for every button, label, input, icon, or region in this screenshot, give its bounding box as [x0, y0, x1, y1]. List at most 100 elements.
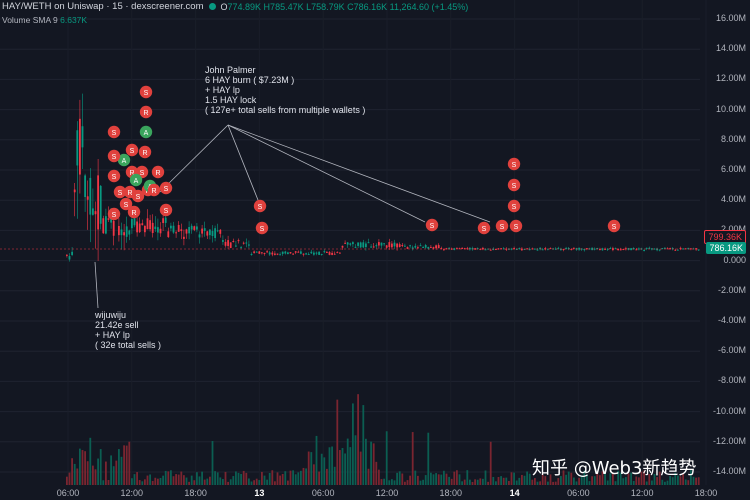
volume-bar	[674, 472, 677, 485]
volume-bar	[310, 452, 313, 485]
sell-marker: S	[425, 218, 439, 232]
candle-body	[263, 253, 266, 255]
candle-body	[697, 249, 700, 251]
volume-bar	[671, 477, 674, 485]
candle-body	[388, 242, 391, 248]
volume-bar	[180, 471, 183, 485]
volume-bar	[344, 453, 346, 485]
marker-letter: S	[112, 174, 117, 181]
marker-circle	[159, 181, 173, 195]
volume-bar	[144, 479, 146, 485]
x-tick-label: 14	[509, 488, 520, 498]
volume-bar	[612, 472, 614, 485]
volume-bar	[292, 470, 294, 485]
candle-body	[190, 225, 193, 230]
volume-bar	[193, 480, 196, 485]
candle-body	[253, 251, 255, 253]
volume-bar	[99, 449, 102, 485]
marker-letter: R	[143, 110, 148, 117]
candle-body	[271, 252, 274, 255]
candle-body	[318, 251, 320, 255]
volume-bar	[523, 475, 526, 485]
volume-bar	[544, 476, 547, 485]
volume-bar	[268, 472, 271, 485]
candle-body	[617, 248, 619, 251]
volume-bar	[539, 481, 541, 485]
y-tick-label: 6.00M	[720, 164, 746, 174]
volume-bar	[513, 472, 515, 485]
x-tick-label: 18:00	[184, 488, 207, 498]
volume-bar	[669, 476, 671, 485]
volume-bar	[302, 467, 305, 485]
candle-body	[383, 243, 385, 245]
candle-body	[515, 248, 518, 250]
candle-body	[216, 230, 219, 232]
candle-body	[424, 245, 427, 248]
candle-body	[606, 248, 609, 250]
candle-body	[94, 211, 97, 215]
volume-bar	[391, 479, 393, 485]
volume-bar	[573, 477, 575, 485]
volume-bar	[287, 480, 289, 485]
marker-letter: S	[164, 186, 169, 193]
trade-markers: SRARSRSASSSSSRRSRSAARRSSSSSSSSSSSS	[107, 85, 621, 235]
volume-bar	[136, 472, 138, 485]
volume-bar	[458, 474, 461, 485]
sell-marker: S	[113, 185, 127, 199]
volume-bar	[630, 472, 632, 485]
candle-body	[123, 232, 125, 236]
price-tag-current: 786.16K	[706, 242, 746, 254]
volume-bar	[658, 471, 661, 485]
candle-body	[419, 245, 422, 247]
candle-body	[443, 249, 445, 251]
candle-body	[619, 249, 622, 251]
candle-body	[261, 252, 263, 254]
candle-body	[76, 130, 79, 166]
marker-circle	[477, 221, 491, 235]
candle-body	[664, 247, 666, 249]
candle-body	[310, 251, 313, 254]
annotation-line	[227, 124, 426, 223]
candle-body	[547, 248, 549, 250]
candle-body	[461, 248, 463, 250]
candle-body	[188, 227, 190, 234]
volume-bar	[424, 475, 427, 485]
volume-bar	[297, 472, 300, 485]
candle-body	[565, 247, 567, 249]
volume-bar	[385, 431, 388, 485]
marker-circle	[159, 203, 173, 217]
volume-bar	[570, 472, 573, 485]
candle-body	[450, 248, 453, 250]
candle-body	[427, 246, 430, 249]
candle-body	[372, 246, 375, 248]
volume-bar	[622, 478, 625, 485]
candle-body	[458, 248, 461, 250]
volume-bar	[690, 470, 692, 485]
x-tick-label: 18:00	[694, 488, 718, 498]
volume-bar	[427, 432, 430, 485]
volume-bar	[188, 481, 190, 485]
candle-body	[149, 220, 151, 230]
marker-letter: S	[112, 212, 117, 219]
candle-body	[604, 248, 606, 250]
volume-bar	[271, 470, 274, 485]
candle-body	[131, 219, 133, 229]
volume-bar	[313, 464, 315, 485]
volume-bar	[159, 477, 162, 485]
candle-body	[578, 247, 580, 250]
candle-body	[528, 248, 531, 251]
volume-bar	[255, 478, 258, 485]
candle-body	[622, 249, 625, 251]
candle-body	[437, 245, 440, 249]
candle-body	[638, 248, 640, 250]
candle-body	[674, 249, 677, 251]
volume-bar	[601, 471, 604, 485]
volume-bar	[331, 446, 333, 485]
marker-letter: R	[127, 190, 132, 197]
candle-body	[484, 249, 487, 251]
volume-bar	[333, 466, 336, 485]
candle-body	[432, 247, 435, 249]
candle-body	[284, 251, 287, 254]
candle-body	[495, 249, 497, 251]
